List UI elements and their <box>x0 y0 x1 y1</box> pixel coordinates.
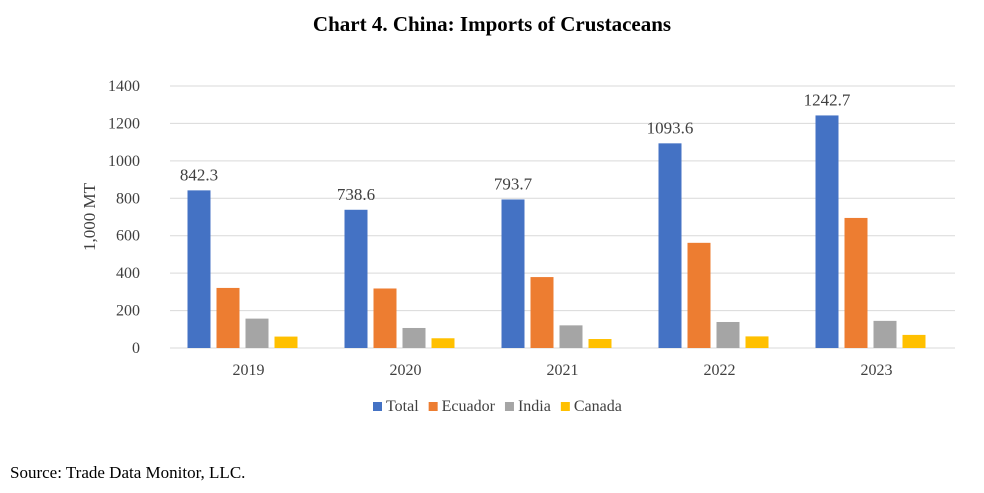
legend-label-total: Total <box>386 398 419 415</box>
bar-canada-2023 <box>902 334 926 348</box>
data-label: 793.7 <box>494 174 533 193</box>
bar-ecuador-2020 <box>373 288 397 348</box>
y-tick-label: 1000 <box>108 153 140 170</box>
legend-swatch-ecuador <box>428 402 438 411</box>
legend-label-india: India <box>518 398 551 415</box>
legend-label-ecuador: Ecuador <box>442 398 496 415</box>
y-tick-label: 1400 <box>108 78 140 95</box>
bar-total-2021 <box>501 199 525 348</box>
y-tick-label: 600 <box>116 228 140 245</box>
bar-india-2023 <box>873 320 897 348</box>
legend-swatch-canada <box>560 402 570 411</box>
data-label: 1093.6 <box>647 118 694 137</box>
y-tick-label: 800 <box>116 190 140 207</box>
bar-india-2020 <box>402 327 426 348</box>
data-label: 1242.7 <box>804 90 851 109</box>
y-tick-label: 1200 <box>108 115 140 132</box>
chart-title: Chart 4. China: Imports of Crustaceans <box>312 12 672 36</box>
legend-swatch-india <box>504 402 514 411</box>
legend-swatch-total <box>373 402 382 411</box>
bar-total-2022 <box>658 143 682 348</box>
bar-total-2023 <box>815 115 839 349</box>
source-note: Source: Trade Data Monitor, LLC. <box>10 463 246 482</box>
bar-canada-2019 <box>274 336 298 348</box>
bar-ecuador-2021 <box>530 277 554 348</box>
y-tick-label: 400 <box>116 265 140 282</box>
bar-india-2022 <box>716 321 740 348</box>
x-tick-label: 2019 <box>233 362 265 379</box>
y-axis-label: 1,000 MT <box>80 182 99 251</box>
bar-canada-2021 <box>588 339 612 348</box>
bar-total-2019 <box>187 190 211 348</box>
x-tick-label: 2021 <box>547 362 579 379</box>
bar-ecuador-2019 <box>216 287 240 348</box>
bar-canada-2020 <box>431 338 455 348</box>
x-tick-label: 2020 <box>390 362 422 379</box>
bar-ecuador-2023 <box>844 217 868 348</box>
bar-india-2019 <box>245 318 269 348</box>
bar-india-2021 <box>559 325 583 348</box>
bar-ecuador-2022 <box>687 242 711 348</box>
legend-label-canada: Canada <box>574 398 622 415</box>
bar-total-2020 <box>344 209 368 348</box>
y-tick-label: 200 <box>116 303 140 320</box>
y-tick-label: 0 <box>132 340 140 357</box>
data-label: 842.3 <box>180 165 218 184</box>
data-label: 738.6 <box>337 185 375 204</box>
x-tick-label: 2023 <box>861 362 893 379</box>
x-tick-label: 2022 <box>704 362 736 379</box>
bar-canada-2022 <box>745 336 769 348</box>
